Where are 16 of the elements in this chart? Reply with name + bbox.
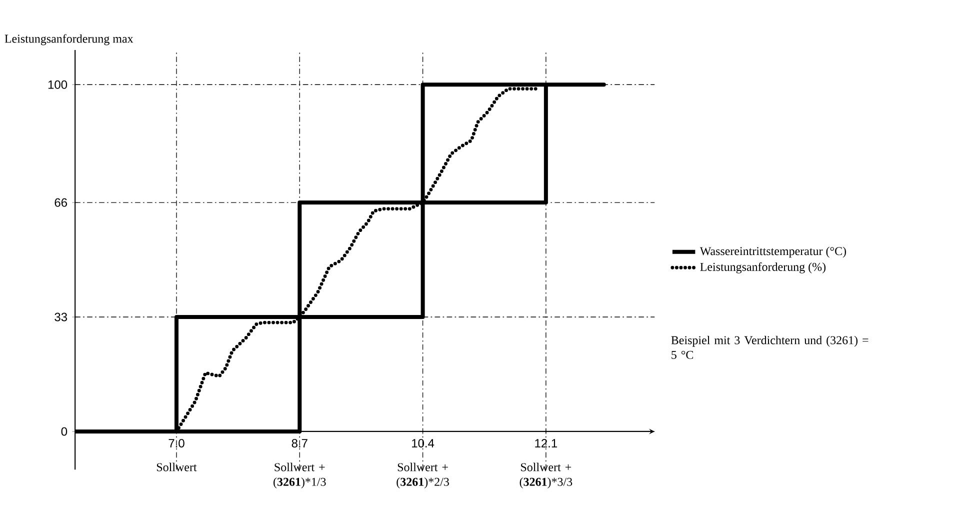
annotation: Sollwert: [156, 463, 197, 472]
x-tick-label: 8.7: [292, 439, 308, 448]
legend-label: Wassereintrittstemperatur (°C): [700, 246, 846, 258]
y-tick-label: 33: [54, 312, 68, 322]
text: Beispiel mit 3 Verdichtern und (3261) = 5 °C: [671, 336, 868, 360]
legend-label: Leistungsanforderung (%): [700, 262, 826, 274]
x-tick-label: 10.4: [412, 439, 434, 448]
annotation: Sollwert + (3261)*1/3: [274, 463, 326, 489]
y-axis-title: Leistungsanforderung max: [4, 34, 134, 46]
y-tick-label: 100: [48, 80, 68, 90]
x-tick-label: 12.1: [535, 439, 558, 448]
annotation: Sollwert + (3261)*2/3: [396, 463, 449, 489]
x-tick-label: 7.0: [168, 439, 184, 448]
y-tick-label: 0: [61, 427, 68, 436]
y-tick-label: 66: [54, 198, 68, 208]
annotation: Sollwert + (3261)*3/3: [520, 463, 572, 489]
